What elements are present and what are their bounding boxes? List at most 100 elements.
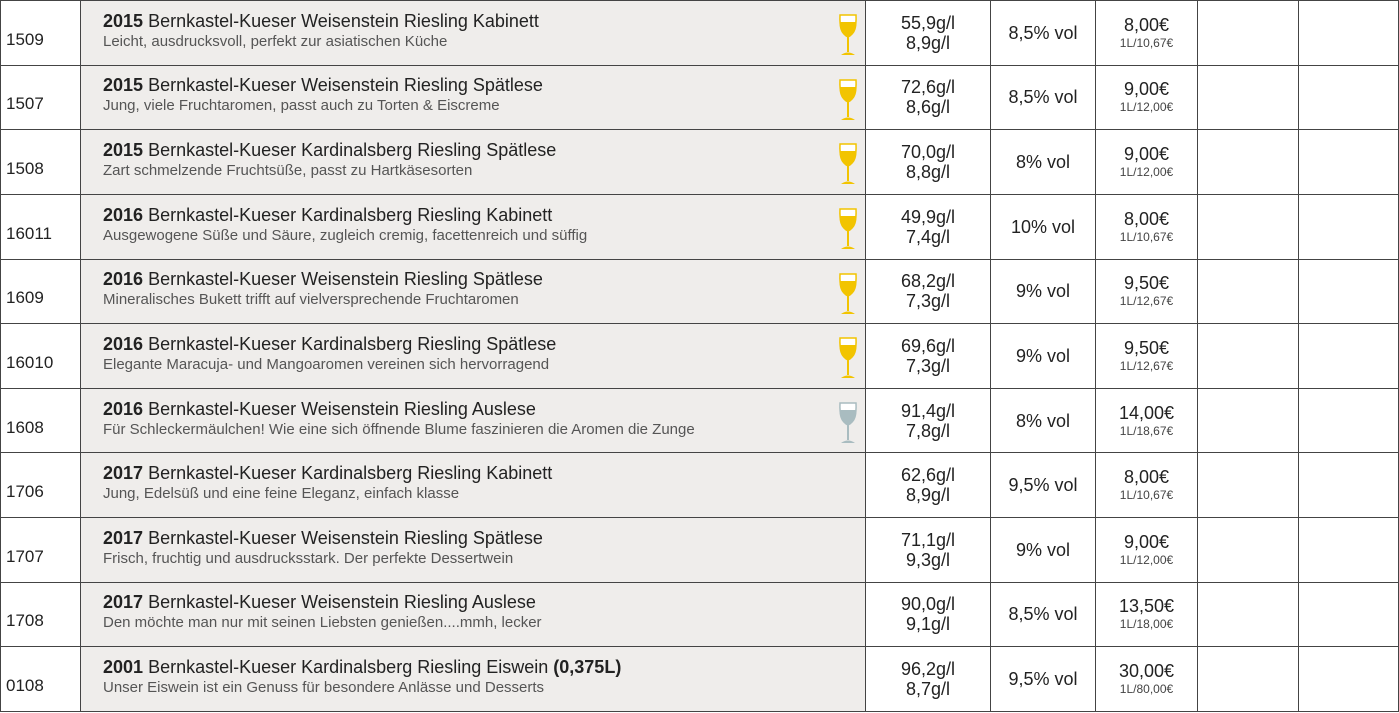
wine-id: 16010 — [0, 323, 81, 389]
empty-cell — [1197, 581, 1299, 648]
wine-name: Bernkastel-Kueser Kardinalsberg Riesling… — [148, 657, 549, 678]
alcohol: 9% vol — [990, 517, 1096, 583]
per-liter: 1L/10,67€ — [1119, 229, 1174, 244]
wine-description: Jung, Edelsüß und eine feine Eleganz, ei… — [103, 485, 460, 503]
wine-year: 2016 — [103, 333, 144, 354]
price-cell: 14,00€ 1L/18,67€ — [1095, 387, 1198, 454]
empty-cell — [1298, 64, 1399, 131]
price-cell: 8,00€ 1L/10,67€ — [1095, 193, 1198, 260]
wine-name: Bernkastel-Kueser Kardinalsberg Riesling… — [148, 140, 557, 161]
wine-id: 16011 — [0, 193, 81, 260]
wine-description-cell: 2015 Bernkastel-Kueser Weisenstein Riesl… — [80, 64, 866, 131]
price: 8,00€ — [1123, 208, 1170, 229]
analysis-cell: 70,0g/l 8,8g/l — [865, 129, 991, 195]
analysis-cell: 68,2g/l 7,3g/l — [865, 258, 991, 325]
empty-cell — [1298, 258, 1399, 325]
wine-year: 2015 — [103, 75, 144, 96]
wine-name: Bernkastel-Kueser Kardinalsberg Riesling… — [148, 463, 553, 484]
empty-cell — [1298, 387, 1399, 454]
wine-year: 2015 — [103, 10, 144, 31]
sugar: 68,2g/l — [900, 271, 956, 292]
empty-cell — [1298, 517, 1399, 583]
empty-cell — [1197, 387, 1299, 454]
empty-cell — [1197, 0, 1299, 66]
empty-cell — [1298, 129, 1399, 195]
sugar: 90,0g/l — [900, 594, 956, 615]
empty-cell — [1197, 646, 1299, 712]
sugar: 55,9g/l — [900, 12, 956, 33]
sugar: 62,6g/l — [900, 465, 956, 486]
analysis-cell: 55,9g/l 8,9g/l — [865, 0, 991, 66]
wine-name: Bernkastel-Kueser Weisenstein Riesling A… — [148, 398, 536, 419]
alcohol: 8,5% vol — [990, 0, 1096, 66]
price: 30,00€ — [1118, 661, 1175, 682]
acid: 7,3g/l — [905, 355, 951, 376]
empty-cell — [1298, 0, 1399, 66]
analysis-cell: 72,6g/l 8,6g/l — [865, 64, 991, 131]
price: 14,00€ — [1118, 402, 1175, 423]
wine-description: Für Schleckermäulchen! Wie eine sich öff… — [103, 420, 695, 438]
table-row: 1508 2015 Bernkastel-Kueser Kardinalsberg… — [0, 129, 1399, 195]
acid: 9,1g/l — [905, 614, 951, 635]
table-row: 1608 2016 Bernkastel-Kueser Weisenstein R… — [0, 387, 1399, 454]
alcohol: 8% vol — [990, 387, 1096, 454]
table-row: 1507 2015 Bernkastel-Kueser Weisenstein R… — [0, 64, 1399, 131]
price-cell: 8,00€ 1L/10,67€ — [1095, 0, 1198, 66]
table-row: 1708 2017 Bernkastel-Kueser Weisenstein R… — [0, 581, 1399, 648]
per-liter: 1L/18,00€ — [1119, 617, 1174, 632]
table-row: 1509 2015 Bernkastel-Kueser Weisenstein R… — [0, 0, 1399, 66]
empty-cell — [1197, 452, 1299, 518]
price: 8,00€ — [1123, 14, 1170, 35]
wine-description: Ausgewogene Süße und Säure, zugleich cre… — [103, 226, 588, 244]
glass-icon — [839, 78, 857, 120]
table-row: 1707 2017 Bernkastel-Kueser Weisenstein R… — [0, 517, 1399, 583]
price: 13,50€ — [1118, 596, 1175, 617]
wine-description-cell: 2015 Bernkastel-Kueser Kardinalsberg Rie… — [80, 129, 866, 195]
sugar: 69,6g/l — [900, 335, 956, 356]
wine-title: 2015 Bernkastel-Kueser Weisenstein Riesl… — [103, 75, 865, 96]
empty-cell — [1298, 452, 1399, 518]
wine-description-cell: 2017 Bernkastel-Kueser Kardinalsberg Rie… — [80, 452, 866, 518]
per-liter: 1L/10,67€ — [1119, 488, 1174, 503]
wine-description: Den möchte man nur mit seinen Liebsten g… — [103, 614, 542, 632]
price: 9,50€ — [1123, 337, 1170, 358]
wine-description: Elegante Maracuja- und Mangoaromen verei… — [103, 355, 550, 373]
acid: 7,4g/l — [905, 226, 951, 247]
acid: 8,7g/l — [905, 679, 951, 700]
wine-id: 1708 — [0, 581, 81, 648]
table-row: 16010 2016 Bernkastel-Kueser Kardinalsber… — [0, 323, 1399, 389]
analysis-cell: 71,1g/l 9,3g/l — [865, 517, 991, 583]
empty-cell — [1197, 129, 1299, 195]
wine-description: Jung, viele Fruchtaromen, passt auch zu … — [103, 97, 500, 115]
wine-id: 1608 — [0, 387, 81, 454]
per-liter: 1L/12,00€ — [1119, 100, 1174, 115]
wine-name: Bernkastel-Kueser Weisenstein Riesling S… — [148, 527, 543, 548]
analysis-cell: 91,4g/l 7,8g/l — [865, 387, 991, 454]
table-row: 1609 2016 Bernkastel-Kueser Weisenstein R… — [0, 258, 1399, 325]
sugar: 96,2g/l — [900, 659, 956, 680]
acid: 8,9g/l — [905, 32, 951, 53]
analysis-cell: 62,6g/l 8,9g/l — [865, 452, 991, 518]
wine-description-cell: 2016 Bernkastel-Kueser Weisenstein Riesl… — [80, 387, 866, 454]
wine-title: 2015 Bernkastel-Kueser Weisenstein Riesl… — [103, 11, 865, 32]
wine-title: 2017 Bernkastel-Kueser Kardinalsberg Rie… — [103, 463, 865, 484]
wine-year: 2016 — [103, 269, 144, 290]
wine-name: Bernkastel-Kueser Kardinalsberg Riesling… — [148, 204, 553, 225]
wine-title: 2017 Bernkastel-Kueser Weisenstein Riesl… — [103, 528, 865, 549]
empty-cell — [1197, 258, 1299, 325]
analysis-cell: 90,0g/l 9,1g/l — [865, 581, 991, 648]
alcohol: 10% vol — [990, 193, 1096, 260]
alcohol: 9% vol — [990, 258, 1096, 325]
glass-icon — [839, 208, 857, 249]
price-cell: 9,00€ 1L/12,00€ — [1095, 517, 1198, 583]
price-cell: 9,50€ 1L/12,67€ — [1095, 258, 1198, 325]
wine-id: 1507 — [0, 64, 81, 131]
price-cell: 13,50€ 1L/18,00€ — [1095, 581, 1198, 648]
wine-name: Bernkastel-Kueser Weisenstein Riesling S… — [148, 269, 543, 290]
wine-name: Bernkastel-Kueser Weisenstein Riesling S… — [148, 75, 543, 96]
glass-icon — [839, 337, 857, 379]
wine-name: Bernkastel-Kueser Weisenstein Riesling K… — [148, 10, 539, 31]
price: 9,00€ — [1123, 531, 1170, 552]
analysis-cell: 49,9g/l 7,4g/l — [865, 193, 991, 260]
